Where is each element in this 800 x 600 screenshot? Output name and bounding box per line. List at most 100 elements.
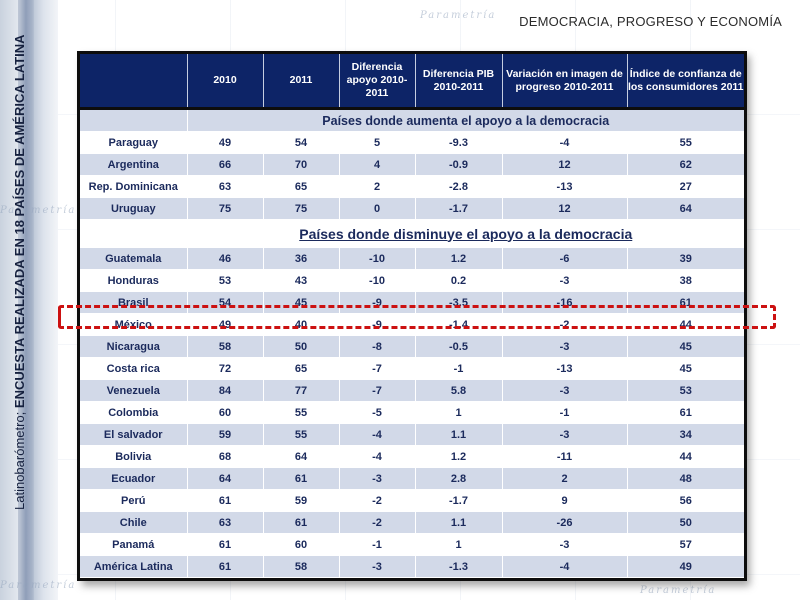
- cell-consumer-confidence: 27: [627, 175, 744, 198]
- cell-support-diff: -8: [339, 335, 416, 358]
- source-name: Latinobarómetro;: [12, 411, 27, 510]
- cell-country: Nicaragua: [80, 335, 188, 358]
- cell-support-diff: -4: [339, 445, 416, 468]
- cell-progress-image: -26: [502, 511, 628, 534]
- table-row: Perú 61 59 -2 -1.7 9 56: [80, 489, 744, 512]
- cell-gdp-diff: -3.5: [415, 291, 503, 314]
- cell-progress-image: -3: [502, 269, 628, 292]
- cell-gdp-diff: -1.7: [415, 489, 503, 512]
- background-tree-art: [0, 0, 58, 600]
- header-2010: 2010: [187, 54, 264, 110]
- cell-consumer-confidence: 38: [627, 269, 744, 292]
- cell-support-diff: 4: [339, 153, 416, 176]
- table-row: Paraguay 49 54 5 -9.3 -4 55: [80, 131, 744, 154]
- cell-support-diff: -10: [339, 269, 416, 292]
- cell-value-2011: 77: [263, 379, 340, 402]
- cell-progress-image: -13: [502, 357, 628, 380]
- cell-progress-image: 2: [502, 467, 628, 490]
- cell-value-2011: 61: [263, 511, 340, 534]
- cell-progress-image: 12: [502, 153, 628, 176]
- cell-value-2011: 75: [263, 197, 340, 220]
- cell-value-2010: 60: [187, 401, 264, 424]
- cell-progress-image: -3: [502, 423, 628, 446]
- slide-title: DEMOCRACIA, PROGRESO Y ECONOMÍA: [519, 14, 782, 29]
- cell-gdp-diff: 1: [415, 533, 503, 556]
- cell-value-2011: 55: [263, 423, 340, 446]
- cell-country: El salvador: [80, 423, 188, 446]
- cell-support-diff: -2: [339, 511, 416, 534]
- cell-value-2010: 61: [187, 533, 264, 556]
- cell-consumer-confidence: 45: [627, 335, 744, 358]
- cell-consumer-confidence: 62: [627, 153, 744, 176]
- group-label: Países donde aumenta el apoyo a la democ…: [187, 108, 744, 132]
- group-header-row: Países donde aumenta el apoyo a la democ…: [80, 108, 744, 132]
- cell-gdp-diff: 5.8: [415, 379, 503, 402]
- cell-country: Chile: [80, 511, 188, 534]
- cell-value-2011: 70: [263, 153, 340, 176]
- cell-consumer-confidence: 34: [627, 423, 744, 446]
- cell-country: Perú: [80, 489, 188, 512]
- cell-value-2010: 59: [187, 423, 264, 446]
- cell-progress-image: -4: [502, 131, 628, 154]
- cell-value-2010: 84: [187, 379, 264, 402]
- header-gdp-diff: Diferencia PIB 2010-2011: [415, 54, 503, 110]
- cell-progress-image: 9: [502, 489, 628, 512]
- cell-support-diff: -3: [339, 467, 416, 490]
- table-row: Panamá 61 60 -1 1 -3 57: [80, 533, 744, 556]
- header-country: [80, 54, 188, 110]
- cell-value-2011: 61: [263, 467, 340, 490]
- data-table: 2010 2011 Diferencia apoyo 2010-2011 Dif…: [77, 51, 747, 581]
- cell-support-diff: 2: [339, 175, 416, 198]
- table-row: Costa rica 72 65 -7 -1 -13 45: [80, 357, 744, 380]
- cell-progress-image: -3: [502, 379, 628, 402]
- cell-consumer-confidence: 39: [627, 247, 744, 270]
- table-row: Uruguay 75 75 0 -1.7 12 64: [80, 197, 744, 220]
- mexico-highlight-box: [58, 305, 776, 329]
- cell-support-diff: -9: [339, 313, 416, 336]
- cell-gdp-diff: 2.8: [415, 467, 503, 490]
- group-label: Países donde disminuye el apoyo a la dem…: [187, 219, 744, 248]
- cell-value-2011: 65: [263, 175, 340, 198]
- cell-progress-image: -6: [502, 247, 628, 270]
- cell-value-2010: 61: [187, 489, 264, 512]
- table-row: México 49 40 -9 -1.4 -2 44: [80, 313, 744, 336]
- cell-support-diff: 0: [339, 197, 416, 220]
- cell-gdp-diff: 1: [415, 401, 503, 424]
- cell-consumer-confidence: 50: [627, 511, 744, 534]
- cell-progress-image: -2: [502, 313, 628, 336]
- cell-support-diff: -2: [339, 489, 416, 512]
- cell-gdp-diff: 0.2: [415, 269, 503, 292]
- cell-value-2011: 43: [263, 269, 340, 292]
- cell-value-2010: 63: [187, 175, 264, 198]
- cell-value-2011: 59: [263, 489, 340, 512]
- watermark: Parametría: [420, 10, 497, 21]
- cell-consumer-confidence: 44: [627, 445, 744, 468]
- cell-value-2010: 63: [187, 511, 264, 534]
- cell-country: México: [80, 313, 188, 336]
- cell-country: Venezuela: [80, 379, 188, 402]
- cell-consumer-confidence: 61: [627, 291, 744, 314]
- group-spacer: [80, 219, 188, 248]
- table-row: Brasil 54 45 -9 -3.5 -16 61: [80, 291, 744, 314]
- cell-consumer-confidence: 53: [627, 379, 744, 402]
- cell-gdp-diff: -1.7: [415, 197, 503, 220]
- cell-value-2010: 72: [187, 357, 264, 380]
- cell-support-diff: -7: [339, 357, 416, 380]
- group-spacer: [80, 108, 188, 132]
- cell-progress-image: -11: [502, 445, 628, 468]
- cell-value-2010: 66: [187, 153, 264, 176]
- cell-consumer-confidence: 56: [627, 489, 744, 512]
- cell-support-diff: -1: [339, 533, 416, 556]
- cell-country: Bolivia: [80, 445, 188, 468]
- watermark: Parametría: [0, 580, 77, 591]
- cell-support-diff: -4: [339, 423, 416, 446]
- cell-value-2010: 75: [187, 197, 264, 220]
- cell-consumer-confidence: 64: [627, 197, 744, 220]
- cell-value-2011: 50: [263, 335, 340, 358]
- cell-gdp-diff: 1.2: [415, 445, 503, 468]
- table-row: Ecuador 64 61 -3 2.8 2 48: [80, 467, 744, 490]
- cell-gdp-diff: 1.1: [415, 511, 503, 534]
- cell-progress-image: -1: [502, 401, 628, 424]
- cell-support-diff: -9: [339, 291, 416, 314]
- cell-support-diff: -10: [339, 247, 416, 270]
